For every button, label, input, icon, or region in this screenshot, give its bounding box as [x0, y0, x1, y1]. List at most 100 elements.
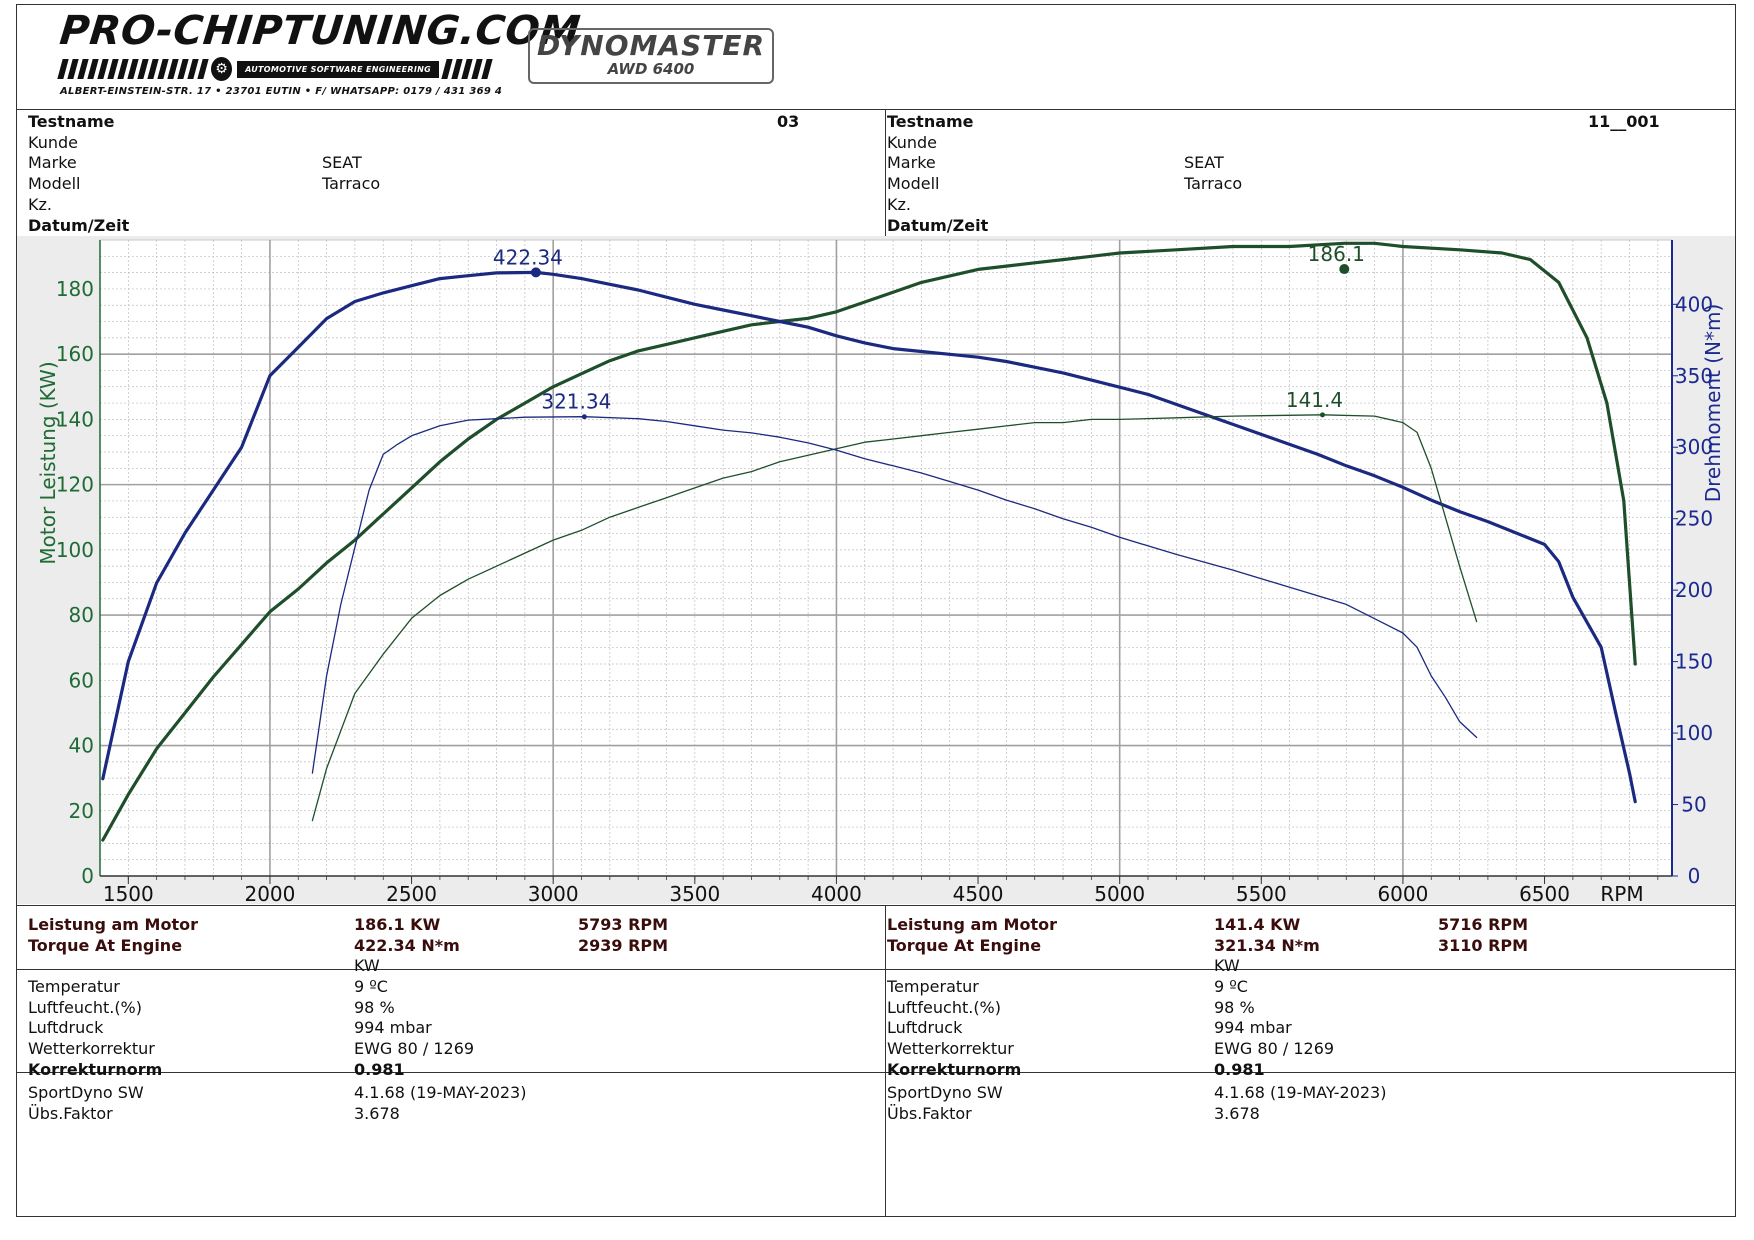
y-right-tick-label: 150 — [1675, 650, 1713, 674]
x-tick-label: 2500 — [386, 882, 437, 904]
y-left-tick-label: 120 — [56, 473, 94, 497]
label-datum: Datum/Zeit — [887, 215, 989, 235]
y-right-tick-label: 100 — [1675, 721, 1713, 745]
y-left-tick-label: 160 — [56, 342, 94, 366]
factor-label: Übs.Faktor — [28, 1103, 113, 1123]
conditions-left-values: 9 ºC 98 % 994 mbar EWG 80 / 1269 0.981 — [354, 977, 474, 1081]
brand-logo: PRO-CHIPTUNING.COM ⚙ AUTOMOTIVE SOFTWARE… — [57, 8, 583, 97]
right-info-values: SEAT Tarraco — [1184, 112, 1242, 195]
gear-icon: ⚙ — [211, 57, 233, 81]
torque-label: Torque At Engine — [887, 935, 1042, 955]
torque-rpm: 3110 RPM — [1438, 935, 1529, 955]
right-info-labels: Testname Kunde Marke Modell Kz. Datum/Ze… — [887, 112, 988, 236]
peak-marker-3 — [1319, 412, 1325, 418]
power-rpm: 5793 RPM — [578, 915, 669, 934]
y-right-axis-label: Drehmoment (N*m) — [1701, 304, 1725, 503]
modell-value: Tarraco — [322, 174, 381, 194]
y-left-tick-label: 80 — [69, 603, 94, 627]
pressure-label: Luftdruck — [887, 1018, 963, 1038]
series-line-2 — [101, 270, 1637, 804]
torque-value: 422.34 N*m — [354, 935, 460, 955]
brand-title: PRO-CHIPTUNING.COM — [57, 8, 583, 54]
y-right-tick-label: 400 — [1675, 292, 1713, 316]
pressure-value: 994 mbar — [1214, 1018, 1292, 1038]
y-right-tick-label: 300 — [1675, 435, 1713, 459]
x-tick-label: 5000 — [1094, 882, 1145, 904]
peak-marker-1 — [1339, 264, 1350, 275]
norm-label: Korrekturnorm — [887, 1059, 1022, 1079]
divider — [16, 109, 1736, 110]
marke-value: SEAT — [322, 153, 362, 173]
factor-label: Übs.Faktor — [887, 1103, 972, 1123]
power-label: Leistung am Motor — [887, 915, 1057, 934]
report-frame — [16, 4, 1736, 1217]
stripe-bars — [441, 59, 493, 79]
sw-value: 4.1.68 (19-MAY-2023) — [1214, 1083, 1387, 1102]
software-right-labels: SportDyno SW Übs.Faktor — [887, 1083, 1003, 1124]
power-value: 141.4 KW — [1214, 915, 1301, 934]
pressure-label: Luftdruck — [28, 1018, 104, 1038]
y-right-tick-label: 50 — [1681, 793, 1706, 817]
pressure-value: 994 mbar — [354, 1018, 432, 1038]
weather-value: EWG 80 / 1269 — [1214, 1039, 1335, 1059]
results-right-values: 141.4 KW 321.34 N*m KW — [1214, 915, 1320, 977]
x-tick-label: 2000 — [244, 882, 295, 904]
testname-value: 03 — [777, 112, 800, 131]
series-line-4 — [311, 416, 1478, 774]
y-left-axis-label: Motor Leistung (KW) — [36, 361, 60, 564]
temp-label: Temperatur — [28, 977, 120, 996]
sw-label: SportDyno SW — [28, 1083, 144, 1102]
dyno-name: DYNOMASTER — [536, 29, 766, 62]
x-tick-label: 3000 — [528, 882, 579, 904]
y-right-tick-label: 350 — [1675, 364, 1713, 388]
dyno-chart: 1500 2000 2500 3000 3500 4000 4500 5000 5500 6000… — [17, 236, 1735, 904]
y-left-tick-label: 0 — [81, 864, 94, 888]
y-right-tick-label: 250 — [1675, 507, 1713, 531]
norm-value: 0.981 — [354, 1059, 405, 1079]
weather-value: EWG 80 / 1269 — [354, 1039, 475, 1059]
y-left-tick-label: 180 — [56, 277, 94, 301]
label-marke: Marke — [887, 153, 936, 173]
sw-value: 4.1.68 (19-MAY-2023) — [354, 1083, 527, 1102]
y-right-tick-label: 0 — [1688, 864, 1701, 888]
torque-value: 321.34 N*m — [1214, 935, 1320, 955]
left-info-labels: Testname Kunde Marke Modell Kz. Datum/Ze… — [28, 112, 129, 236]
software-left-labels: SportDyno SW Übs.Faktor — [28, 1083, 144, 1124]
peak-label-3: 141.4 — [1286, 388, 1343, 412]
label-kunde: Kunde — [28, 132, 78, 152]
software-left-values: 4.1.68 (19-MAY-2023) 3.678 — [354, 1083, 526, 1124]
weather-label: Wetterkorrektur — [28, 1039, 155, 1059]
sw-label: SportDyno SW — [887, 1083, 1003, 1102]
humidity-label: Luftfeucht.(%) — [28, 997, 142, 1017]
power-value: 186.1 KW — [354, 915, 441, 934]
peak-label-2: 422.34 — [493, 245, 563, 269]
weather-label: Wetterkorrektur — [887, 1039, 1014, 1059]
stripe-bars — [57, 59, 209, 79]
y-left-tick-label: 140 — [56, 407, 94, 431]
peak-label-4: 321.34 — [541, 390, 611, 414]
results-left-values: 186.1 KW 422.34 N*m KW — [354, 915, 460, 977]
column-divider — [885, 905, 886, 1217]
brand-address: ALBERT-EINSTEIN-STR. 17 • 23701 EUTIN • … — [60, 86, 503, 97]
label-kunde: Kunde — [887, 132, 937, 152]
label-testname: Testname — [887, 112, 974, 131]
results-right-rpm: 5716 RPM 3110 RPM — [1438, 915, 1528, 956]
dynomaster-logo: DYNOMASTER AWD 6400 — [528, 28, 774, 84]
x-tick-label: 3500 — [669, 882, 720, 904]
norm-value: 0.981 — [1214, 1059, 1265, 1079]
unit-value: KW — [1214, 956, 1240, 976]
conditions-left-labels: Temperatur Luftfeucht.(%) Luftdruck Wett… — [28, 977, 162, 1081]
conditions-right-labels: Temperatur Luftfeucht.(%) Luftdruck Wett… — [887, 977, 1021, 1081]
conditions-right-values: 9 ºC 98 % 994 mbar EWG 80 / 1269 0.981 — [1214, 977, 1334, 1081]
x-tick-label: 4500 — [953, 882, 1004, 904]
y-right-tick-label: 200 — [1675, 578, 1713, 602]
humidity-value: 98 % — [354, 997, 395, 1017]
humidity-label: Luftfeucht.(%) — [887, 997, 1001, 1017]
series-line-1 — [101, 241, 1637, 842]
y-left-tick-label: 40 — [69, 734, 94, 758]
chart-svg: 1500 2000 2500 3000 3500 4000 4500 5000 5500 6000… — [17, 236, 1735, 904]
peak-marker-2 — [530, 267, 541, 278]
label-modell: Modell — [28, 174, 81, 194]
torque-rpm: 2939 RPM — [578, 935, 669, 955]
divider — [16, 1072, 1736, 1073]
